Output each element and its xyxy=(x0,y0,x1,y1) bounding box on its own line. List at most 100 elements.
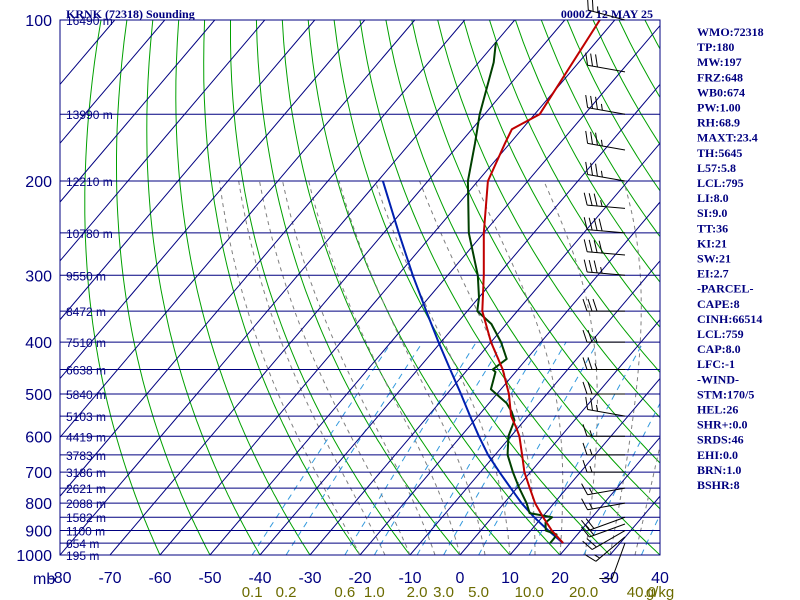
temperature-tick-label: -80 xyxy=(48,570,71,587)
dry-adiabat-line xyxy=(514,20,660,283)
dry-adiabat-line xyxy=(230,20,411,555)
isotherm-line xyxy=(60,20,416,439)
pressure-tick-label: 400 xyxy=(25,335,52,352)
height-label: 9550 m xyxy=(66,269,106,283)
isotherm-line xyxy=(60,20,266,262)
mixing-ratio-label: 0.1 xyxy=(242,584,263,600)
isotherms xyxy=(60,20,660,555)
wind-barb xyxy=(582,381,625,395)
height-label: 1100 m xyxy=(66,525,105,539)
index-value: KI:21 xyxy=(697,236,727,250)
moist-adiabat-line xyxy=(609,180,642,555)
moist-adiabat-line xyxy=(634,443,660,555)
height-label: 2621 m xyxy=(66,482,106,496)
index-value: TT:36 xyxy=(697,221,728,235)
wind-barb xyxy=(583,239,626,256)
index-value: LCL:795 xyxy=(697,176,744,190)
moist-adiabats xyxy=(219,180,660,555)
pressure-unit-label: mb xyxy=(33,571,55,588)
wind-barb xyxy=(582,459,625,473)
wind-barb xyxy=(583,217,626,234)
moist-adiabat-line xyxy=(259,181,411,555)
wind-barbs xyxy=(581,0,626,580)
dry-adiabats xyxy=(84,20,660,555)
wind-barb xyxy=(587,0,626,21)
mixing-ratio-label: 10.0 xyxy=(515,584,544,600)
wind-barb xyxy=(599,542,626,580)
moist-adiabat-line xyxy=(219,181,361,555)
isotherm-line xyxy=(459,318,660,555)
index-value: SRDS:46 xyxy=(697,433,744,447)
index-value: CINH:66514 xyxy=(697,312,762,326)
wind-barb xyxy=(582,329,625,343)
wind-barb xyxy=(581,516,626,531)
pressure-tick-label: 600 xyxy=(25,429,52,446)
moist-adiabat-line xyxy=(282,180,436,555)
index-value: CAPE:8 xyxy=(697,297,740,311)
index-value: MAXT:23.4 xyxy=(697,131,758,145)
chart-title: KRNK (72318) Sounding xyxy=(66,7,195,21)
wind-barb xyxy=(585,95,626,115)
temperature-tick-label: -50 xyxy=(198,570,221,587)
height-label: 10780 m xyxy=(66,227,113,241)
moist-adiabat-line xyxy=(308,180,461,555)
index-value: BRN:1.0 xyxy=(697,463,741,477)
height-label: 4419 m xyxy=(66,430,106,444)
index-value: L57:5.8 xyxy=(697,161,736,175)
pressure-tick-label: 300 xyxy=(25,268,52,285)
temperature-tick-label: -10 xyxy=(398,570,421,587)
isotherm-line xyxy=(409,260,660,555)
height-label: 5103 m xyxy=(66,410,106,424)
height-label: 2088 m xyxy=(66,497,106,511)
temperature-tick-label: 10 xyxy=(501,570,519,587)
isotherm-line xyxy=(309,142,660,555)
mixing-ratio-line xyxy=(344,341,477,555)
height-label: 12210 m xyxy=(66,175,113,189)
moist-adiabat-line xyxy=(474,180,564,555)
dry-adiabat-line xyxy=(540,20,660,238)
index-value: SHR+:0.0 xyxy=(697,418,748,432)
mixing-ratio-label: 20.0 xyxy=(569,584,598,600)
mixing-ratio-line xyxy=(251,341,392,555)
plot-area xyxy=(60,20,660,555)
mixing-ratio-label: 5.0 xyxy=(468,584,489,600)
index-value: MW:197 xyxy=(697,55,742,69)
index-value: HEL:26 xyxy=(697,403,738,417)
mixing-ratio-label: 3.0 xyxy=(433,584,454,600)
isotherm-line xyxy=(209,24,660,555)
isotherm-line xyxy=(60,20,466,497)
height-label: 7510 m xyxy=(66,336,106,350)
dry-adiabat-line xyxy=(203,20,361,555)
isotherm-line xyxy=(359,201,660,555)
wind-barb xyxy=(582,530,626,550)
temperature-tick-label: -30 xyxy=(298,570,321,587)
index-value: LFC:-1 xyxy=(697,357,735,371)
wind-barb xyxy=(583,259,626,276)
temperature-tick-label: -40 xyxy=(248,570,271,587)
wind-barb xyxy=(585,161,626,182)
isotherm-line xyxy=(159,20,616,555)
mixing-ratio-unit: g/kg xyxy=(646,584,674,600)
moist-adiabat-line xyxy=(238,181,386,555)
index-value: STM:170/5 xyxy=(697,387,754,401)
pressure-tick-label: 1000 xyxy=(16,548,52,565)
index-value: TP:180 xyxy=(697,40,734,54)
isotherm-line xyxy=(60,20,516,555)
index-value: RH:68.9 xyxy=(697,116,740,130)
pressure-tick-label: 200 xyxy=(25,174,52,191)
height-label: 195 m xyxy=(66,549,99,563)
mixing-ratio-label: 2.0 xyxy=(407,584,428,600)
dry-adiabat-line xyxy=(146,20,261,555)
mixing-ratio-line xyxy=(285,341,424,555)
wind-barb xyxy=(585,396,626,417)
wind-barb xyxy=(582,442,625,456)
index-value: LCL:759 xyxy=(697,327,744,341)
isotherm-line xyxy=(60,20,166,145)
plot-frame xyxy=(59,19,661,556)
wind-barb xyxy=(582,424,625,437)
wind-barb xyxy=(581,483,626,496)
mixing-ratio-label: 40.0 xyxy=(627,584,656,600)
index-value: TH:5645 xyxy=(697,146,742,160)
index-value: EI:2.7 xyxy=(697,267,729,281)
pressure-tick-label: 100 xyxy=(25,13,52,30)
